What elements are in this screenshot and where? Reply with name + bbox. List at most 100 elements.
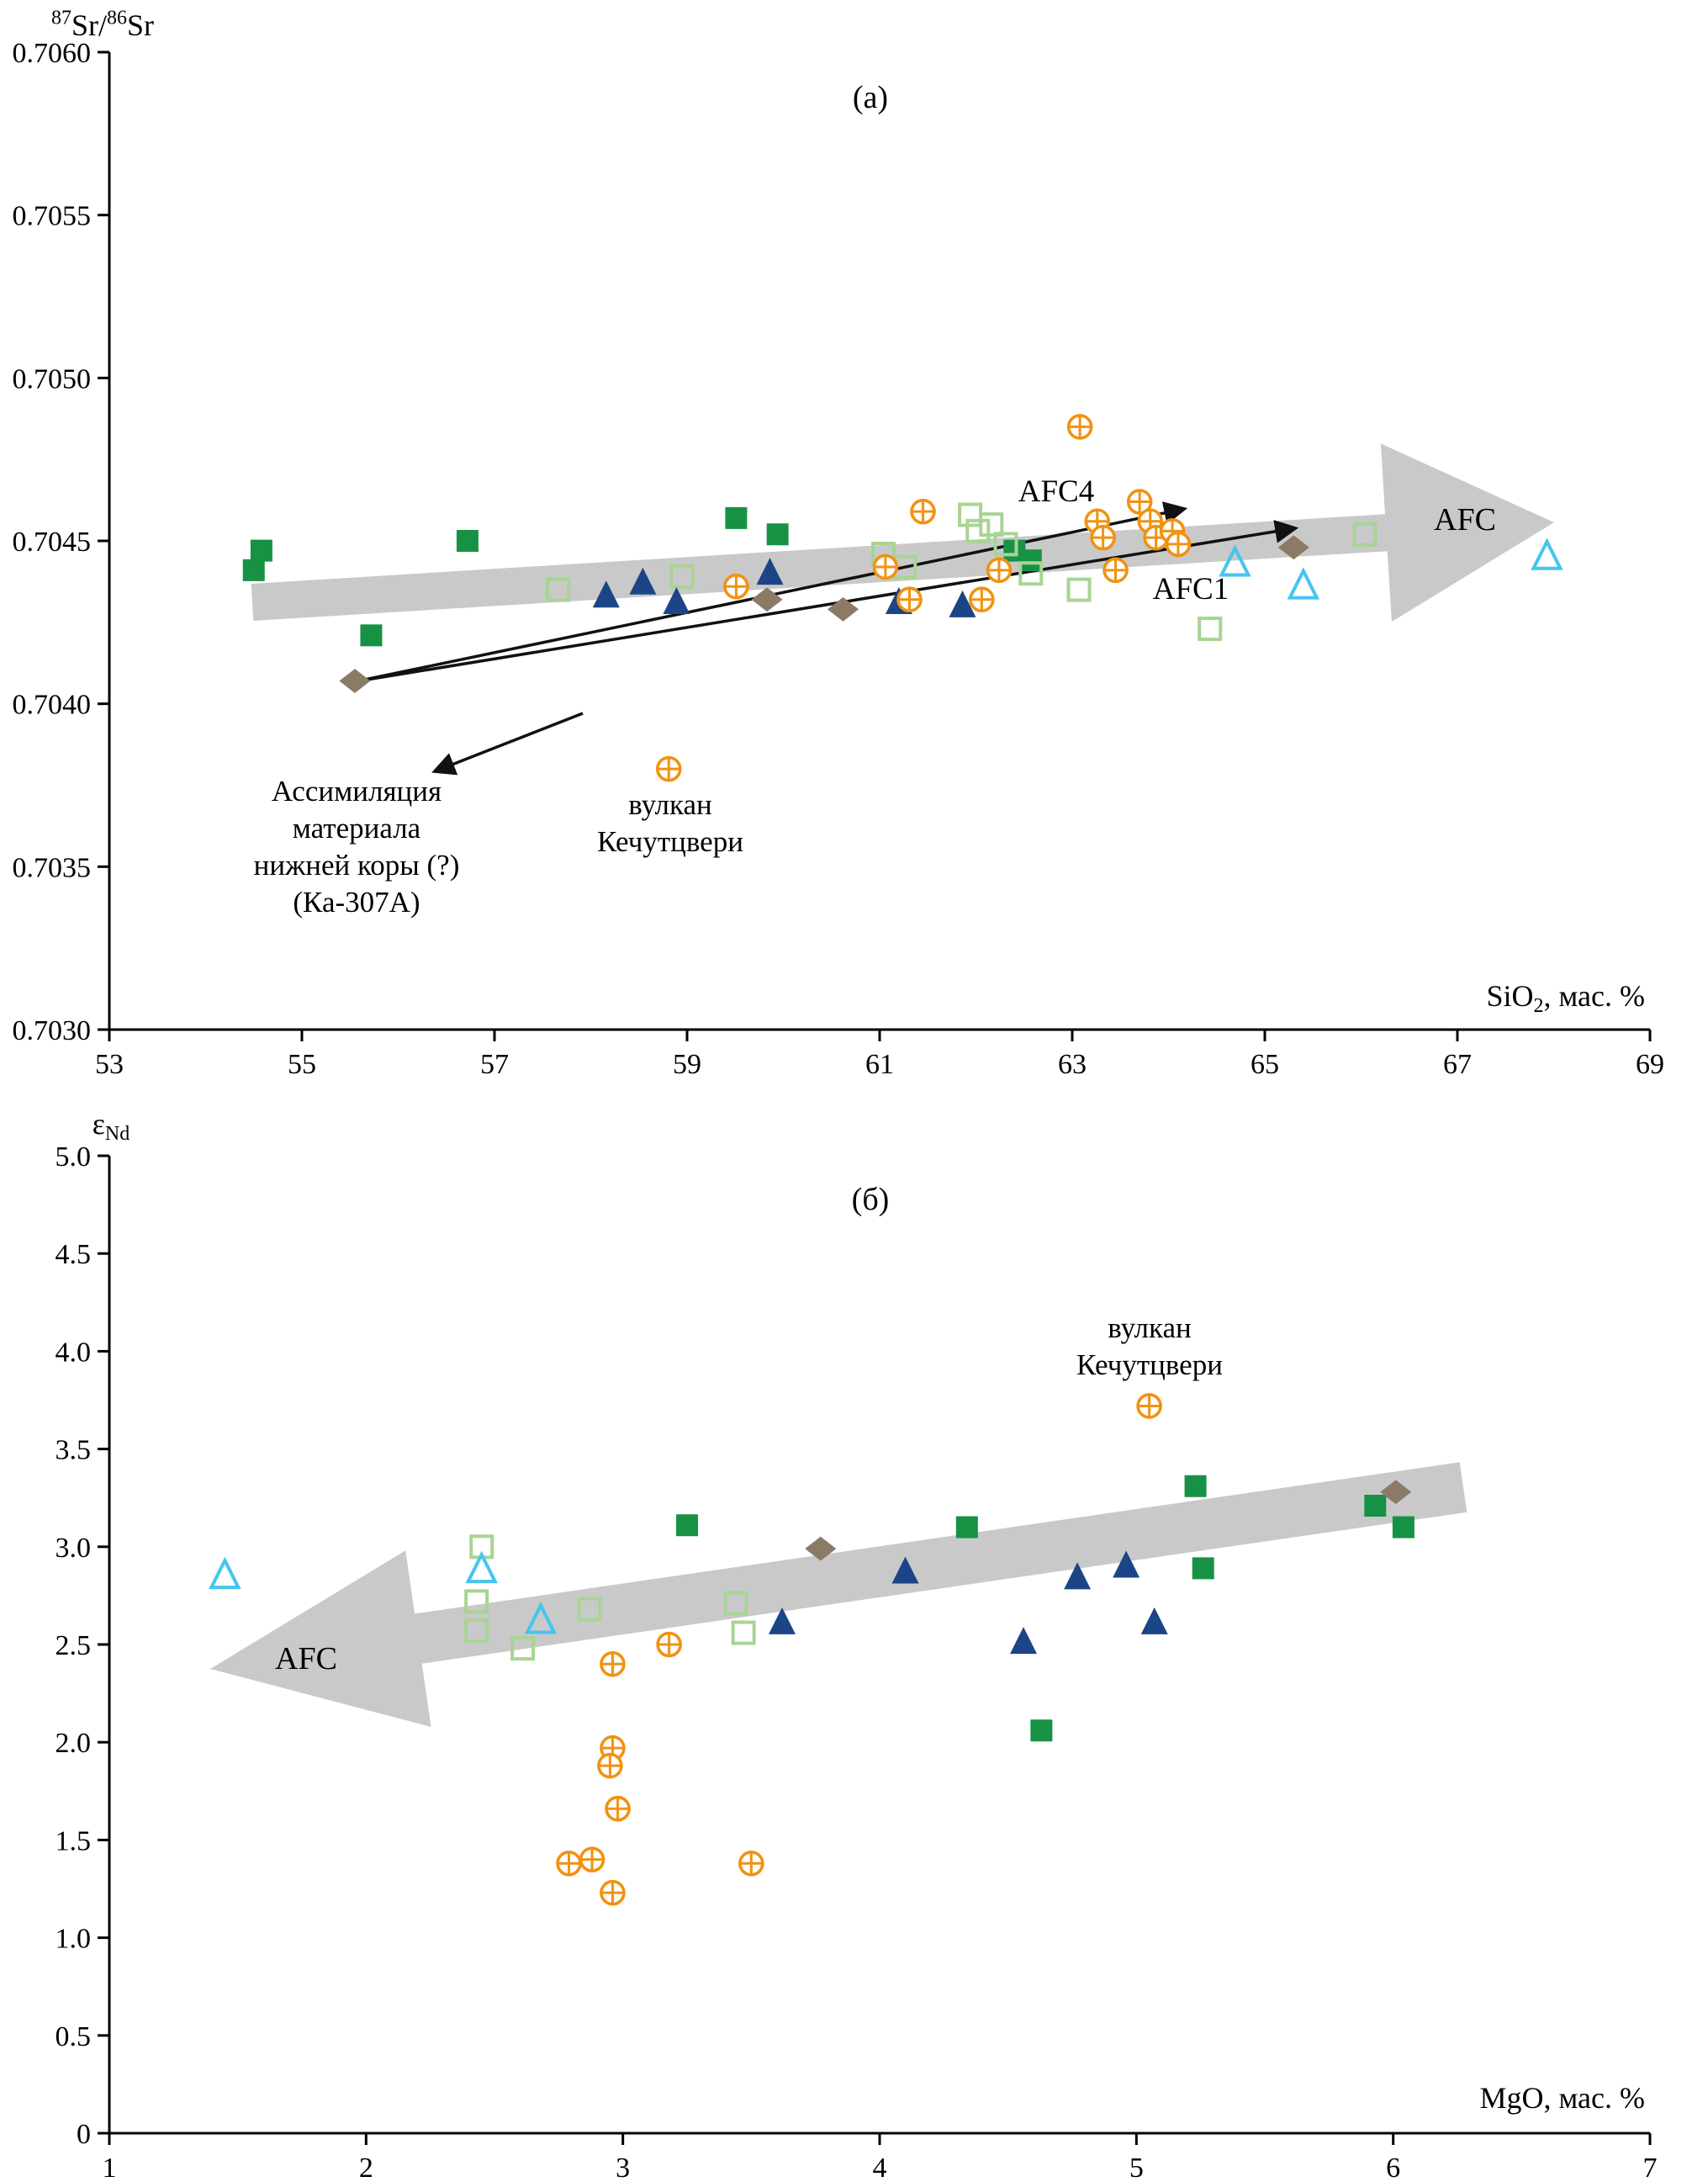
data-point-filled-blue-triangles <box>663 587 690 615</box>
data-point-filled-green-squares <box>456 530 479 552</box>
series-filled-blue-triangles <box>592 558 976 617</box>
x-tick-label: 55 <box>288 1049 316 1080</box>
y-tick-label: 0.7060 <box>13 38 92 69</box>
y-tick-label: 0.7040 <box>13 690 92 721</box>
data-point-filled-green-squares <box>1030 1719 1053 1742</box>
data-point-open-green-squares <box>510 1636 536 1661</box>
series-open-green-squares <box>546 502 1378 642</box>
x-axis-title: SiO2, мас. % <box>1486 979 1645 1017</box>
afc1-label: AFC1 <box>1153 572 1229 606</box>
afc4-label: AFC4 <box>1018 474 1094 509</box>
x-tick-label: 2 <box>359 2153 373 2182</box>
data-point-filled-blue-triangles <box>629 567 657 595</box>
y-axis-title: 87Sr/86Sr <box>51 7 154 42</box>
data-point-filled-blue-triangles <box>1113 1550 1140 1578</box>
panel-b: 1 2 3 4 5 6 7 0 0.5 1.0 1.5 2.0 2.5 3.0 3.5 4.0 4.5 5.0 Mg… <box>56 1107 1658 2182</box>
y-axis-title: εNd <box>93 1107 130 1145</box>
x-tick-label: 69 <box>1636 1049 1664 1080</box>
x-tick-label: 6 <box>1386 2153 1400 2182</box>
y-tick-label: 0 <box>77 2119 91 2150</box>
data-point-open-green-squares <box>1352 522 1378 547</box>
series-orange-crossed-circles <box>556 1393 1162 1906</box>
data-point-open-green-squares <box>993 532 1018 557</box>
data-point-filled-green-squares <box>250 539 272 562</box>
data-point-open-green-squares <box>979 512 1004 538</box>
data-point-filled-green-squares <box>955 1516 978 1539</box>
afc1-arrow <box>356 520 1299 683</box>
x-tick-label: 57 <box>480 1049 509 1080</box>
x-tick-label: 1 <box>103 2153 117 2182</box>
y-tick-label: 0.7045 <box>13 527 92 558</box>
x-tick-label: 61 <box>865 1049 894 1080</box>
data-point-filled-blue-triangles <box>756 558 784 585</box>
series-orange-crossed-circles <box>655 414 1192 782</box>
y-tick-label: 0.7030 <box>13 1015 92 1046</box>
data-point-filled-green-squares <box>1364 1494 1387 1517</box>
y-tick-label: 0.7050 <box>13 363 92 395</box>
afc-trend-arrow <box>210 1462 1467 1727</box>
data-point-open-green-squares <box>965 518 991 543</box>
afc-label: AFC <box>1434 502 1496 538</box>
data-point-filled-green-squares <box>360 624 383 647</box>
x-tick-label: 7 <box>1643 2153 1658 2182</box>
volcano-kechutsveri-label: вулкан Кечутцвери <box>1076 1311 1223 1381</box>
data-point-filled-brown-diamonds <box>1277 535 1309 560</box>
y-tick-label: 3.5 <box>56 1435 92 1466</box>
data-point-open-cyan-triangles <box>465 1550 498 1584</box>
series-filled-blue-triangles <box>768 1550 1168 1655</box>
data-point-open-cyan-triangles <box>1219 544 1251 577</box>
series-open-cyan-triangles <box>1219 538 1563 600</box>
data-point-filled-blue-triangles <box>949 590 976 617</box>
data-point-filled-brown-diamonds <box>751 587 783 612</box>
data-point-open-green-squares <box>1066 577 1092 602</box>
x-axis-title: MgO, мас. % <box>1480 2081 1646 2115</box>
data-point-filled-green-squares <box>766 523 789 546</box>
data-point-filled-brown-diamonds <box>827 596 859 622</box>
series-filled-green-squares <box>676 1475 1415 1742</box>
data-point-open-green-squares <box>731 1620 756 1645</box>
x-tick-label: 3 <box>616 2153 630 2182</box>
y-tick-label: 4.5 <box>56 1239 92 1270</box>
x-tick-label: 53 <box>95 1049 124 1080</box>
series-filled-green-squares <box>242 506 1042 647</box>
data-point-filled-blue-triangles <box>768 1607 796 1634</box>
y-tick-label: 1.0 <box>56 1924 92 1955</box>
panel-a: 53 55 57 59 61 63 65 67 69 0.7030 0.7035 0.7040 0.70… <box>13 7 1665 1080</box>
data-point-filled-green-squares <box>1019 549 1042 572</box>
y-tick-label: 2.5 <box>56 1630 92 1661</box>
x-tick-label: 5 <box>1129 2153 1144 2182</box>
data-point-filled-green-squares <box>1392 1516 1415 1539</box>
data-point-filled-brown-diamonds <box>1380 1480 1412 1505</box>
data-point-filled-green-squares <box>676 1514 698 1537</box>
y-tick-label: 4.0 <box>56 1337 92 1368</box>
y-tick-label: 0.5 <box>56 2021 92 2052</box>
data-point-filled-brown-diamonds <box>805 1536 837 1561</box>
data-point-filled-blue-triangles <box>1140 1607 1168 1634</box>
series-filled-brown-diamonds <box>339 535 1309 693</box>
data-point-filled-green-squares <box>1192 1557 1214 1580</box>
panel-title: (а) <box>853 80 888 115</box>
data-point-filled-brown-diamonds <box>339 669 371 693</box>
data-point-open-cyan-triangles <box>1531 538 1563 570</box>
volcano-kechutsveri-label: вулкан Кечутцвери <box>597 788 743 858</box>
data-point-open-cyan-triangles <box>1287 567 1320 600</box>
data-point-open-cyan-triangles <box>524 1602 558 1634</box>
x-tick-label: 59 <box>673 1049 701 1080</box>
data-point-open-cyan-triangles <box>209 1556 241 1590</box>
y-tick-label: 1.5 <box>56 1825 92 1856</box>
x-tick-label: 63 <box>1058 1049 1087 1080</box>
panel-title: (б) <box>852 1182 890 1217</box>
data-point-open-green-squares <box>546 577 571 602</box>
data-point-filled-blue-triangles <box>1009 1627 1037 1655</box>
series-filled-brown-diamonds <box>805 1480 1412 1561</box>
y-tick-label: 5.0 <box>56 1141 92 1173</box>
data-point-filled-green-squares <box>725 506 748 529</box>
y-tick-label: 2.0 <box>56 1728 92 1759</box>
assimilation-label: Ассимиляция материала нижней коры (?) (Ка-3… <box>254 775 460 919</box>
data-point-filled-green-squares <box>1184 1475 1207 1497</box>
assimilation-arrow <box>431 712 584 776</box>
data-point-open-green-squares <box>577 1597 602 1622</box>
y-tick-label: 0.7055 <box>13 201 92 232</box>
